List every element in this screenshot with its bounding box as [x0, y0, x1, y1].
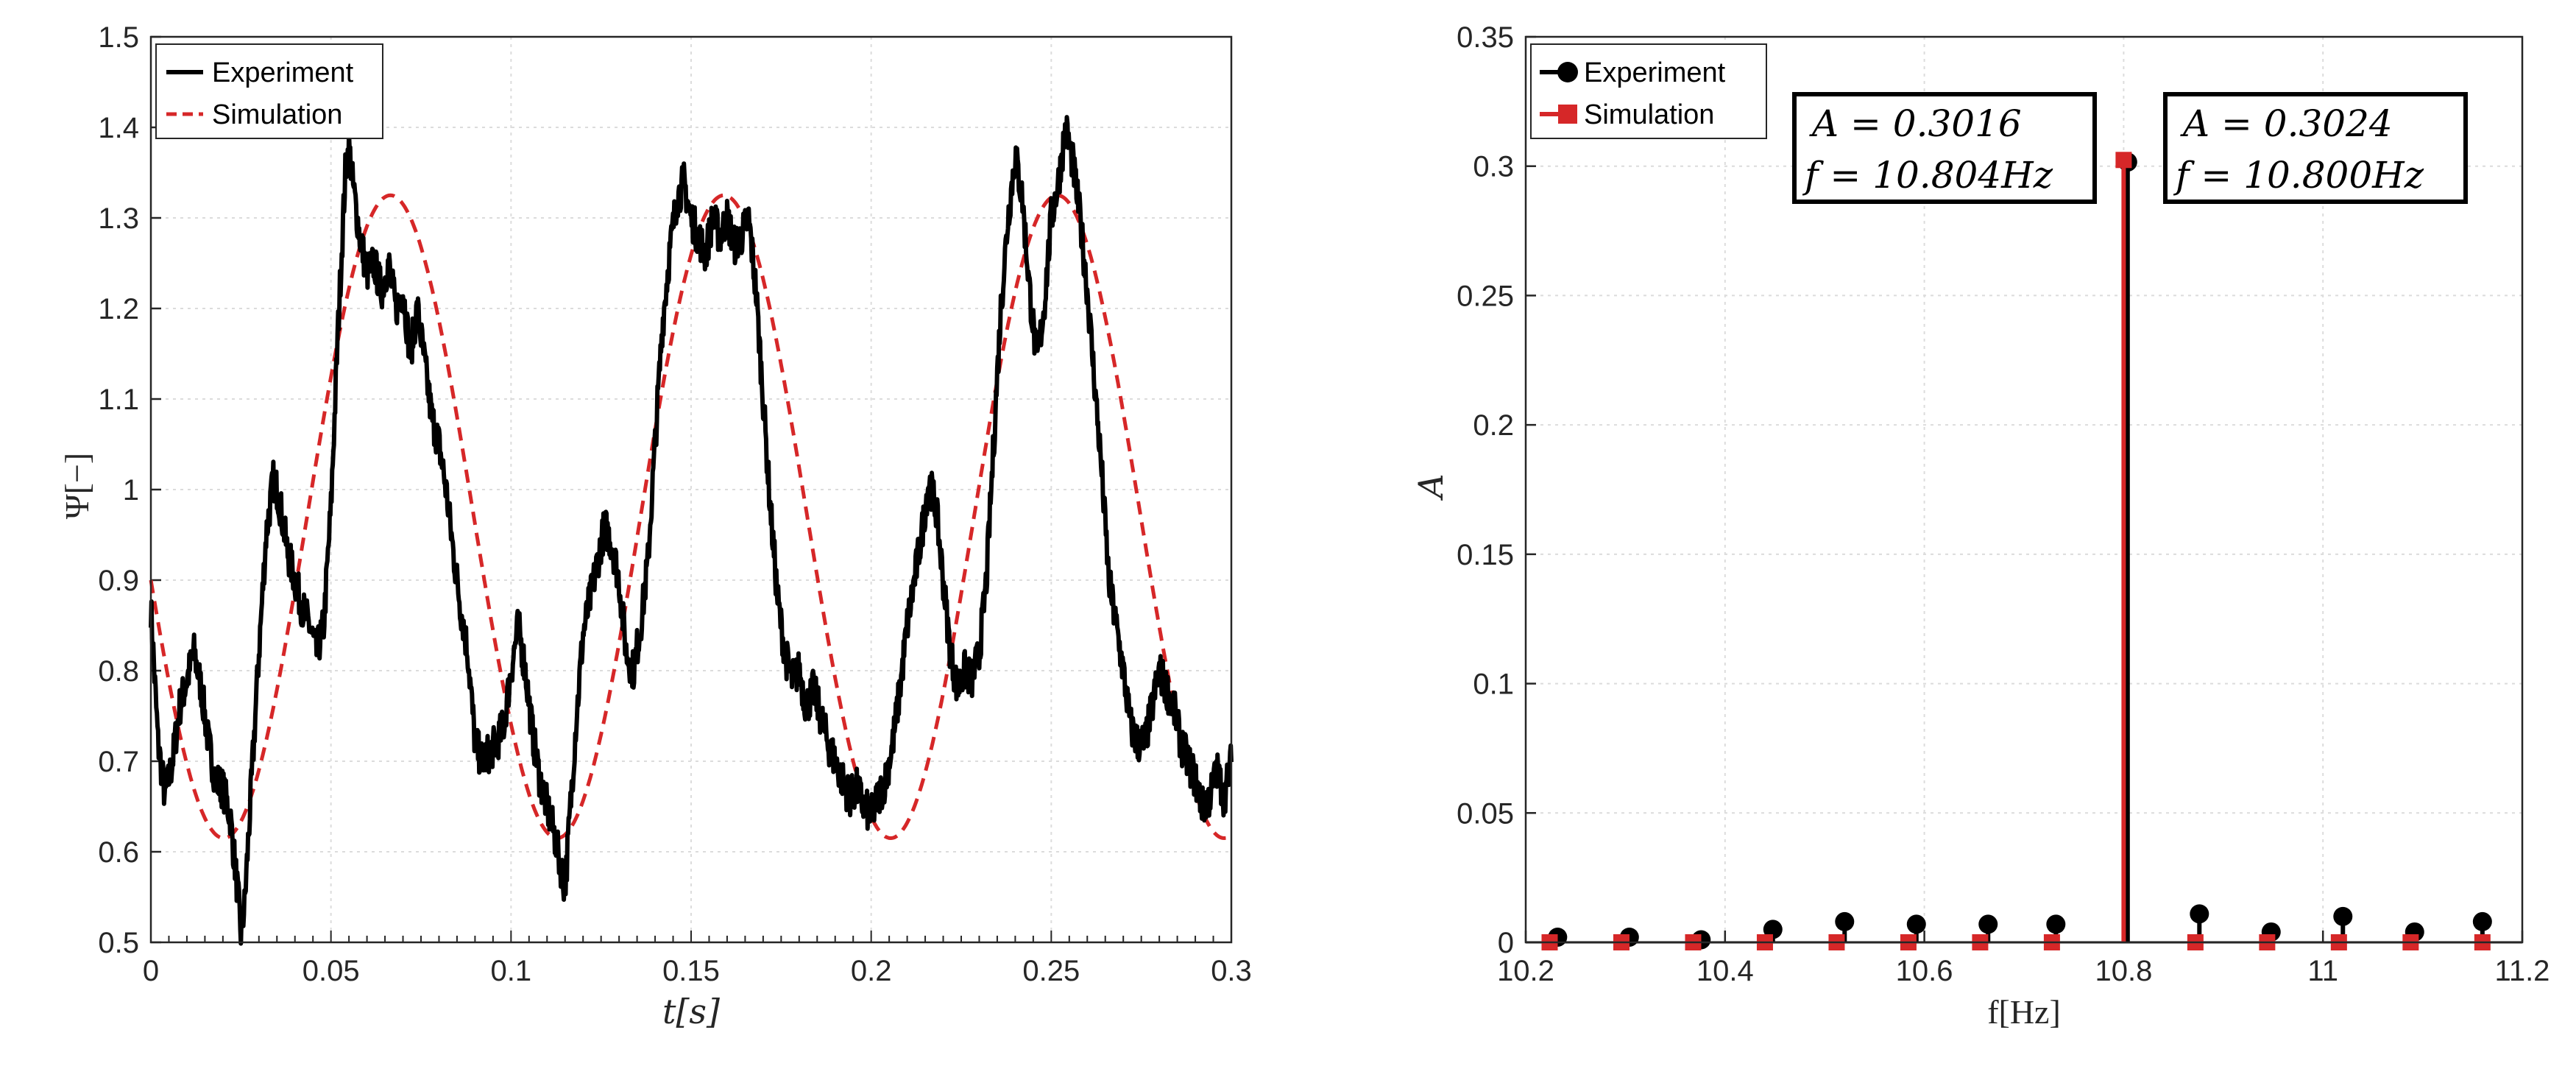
right-x-tick-label: 10.8: [2095, 955, 2152, 987]
stem-marker-experiment: [1763, 920, 1783, 939]
legend-label-experiment-right: Experiment: [1584, 57, 1726, 88]
annotation-experiment-amplitude: A = 0.3016: [1809, 102, 2022, 145]
right-y-tick-label: 0.05: [1457, 797, 1514, 830]
stem-marker-experiment: [1978, 914, 1998, 934]
right-y-axis-label: A: [1411, 473, 1451, 501]
left-chart: 0.5 0.6 0.7 0.8 0.9 1 1.1 1.2 1.3 1.4 1.5 0 0.05 0.1…: [58, 21, 1252, 1031]
right-y-ticks: 0 0.05 0.1 0.15 0.2 0.25 0.3 0.35: [1457, 21, 1536, 959]
legend-label-experiment: Experiment: [212, 57, 354, 88]
left-legend-box: [155, 43, 383, 139]
annotation-simulation-frequency: f = 10.800Hz: [2173, 154, 2424, 197]
right-x-axis-label: f[Hz]: [1987, 993, 2061, 1031]
left-y-tick-label: 1.5: [98, 21, 139, 54]
left-y-tick-label: 1: [123, 474, 139, 507]
right-y-tick-label: 0.1: [1473, 668, 1514, 701]
stem-marker-experiment: [1906, 914, 1926, 934]
right-y-tick-label: 0: [1498, 927, 1514, 959]
right-stems: [1541, 152, 2492, 950]
legend-label-simulation-right: Simulation: [1584, 99, 1714, 130]
left-legend: Experiment Simulation: [155, 43, 383, 139]
left-y-tick-label: 0.8: [98, 655, 139, 688]
series-line-experiment: [149, 115, 1234, 946]
left-x-tick-label: 0.2: [851, 955, 892, 987]
left-x-tick-label: 0: [143, 955, 159, 987]
right-y-tick-label: 0.15: [1457, 539, 1514, 571]
legend-marker-simulation-right: [1558, 105, 1577, 124]
stem-marker-experiment: [2333, 906, 2353, 926]
right-y-tick-label: 0.3: [1473, 151, 1514, 183]
left-y-ticks: 0.5 0.6 0.7 0.8 0.9 1 1.1 1.2 1.3 1.4 1.5: [98, 21, 161, 959]
stem-marker-experiment: [2190, 904, 2209, 924]
left-x-tick-label: 0.25: [1022, 955, 1080, 987]
left-y-tick-label: 0.6: [98, 836, 139, 869]
right-y-tick-label: 0.35: [1457, 21, 1514, 54]
right-axes-frame: [1524, 35, 2524, 944]
left-y-tick-label: 1.2: [98, 293, 139, 325]
stem-marker-experiment: [1835, 911, 1855, 931]
left-y-tick-label: 1.3: [98, 202, 139, 235]
annotation-box-experiment: [1792, 92, 2097, 204]
legend-label-simulation: Simulation: [212, 99, 342, 130]
annotation-experiment: A = 0.3016 f = 10.804Hz: [1792, 92, 2097, 204]
annotation-experiment-frequency: f = 10.804Hz: [1802, 154, 2053, 197]
right-y-tick-label: 0.25: [1457, 280, 1514, 312]
right-y-tick-label: 0.2: [1473, 409, 1514, 442]
right-x-ticks: 10.2 10.4 10.6 10.8 11 11.2: [1497, 931, 2550, 987]
stem-marker-simulation: [2115, 152, 2132, 169]
annotation-box-simulation: [2163, 92, 2468, 204]
left-y-tick-label: 0.7: [98, 746, 139, 778]
right-x-tick-label: 10.4: [1696, 955, 1754, 987]
left-x-ticks: 0 0.05 0.1 0.15 0.2 0.25 0.3: [143, 931, 1252, 987]
legend-marker-experiment-right: [1557, 62, 1578, 82]
stem-marker-experiment: [2046, 914, 2066, 934]
annotation-simulation-amplitude: A = 0.3024: [2180, 102, 2393, 145]
right-x-tick-label: 11.2: [2495, 955, 2550, 987]
left-y-tick-label: 0.5: [98, 927, 139, 959]
right-x-tick-label: 11: [2307, 955, 2338, 987]
left-x-tick-label: 0.3: [1211, 955, 1252, 987]
stem-marker-experiment: [2472, 911, 2492, 931]
left-x-axis-label: t[s]: [662, 992, 720, 1031]
right-legend: Experiment Simulation: [1530, 43, 1767, 139]
left-y-tick-label: 0.9: [98, 565, 139, 597]
left-axes-frame: [149, 35, 1233, 944]
right-chart: 00.050.10.150.20.250.30.35 10.2 10.4 10.6 1…: [1411, 21, 2550, 1031]
left-y-tick-label: 1.1: [98, 384, 139, 416]
left-y-tick-label: 1.4: [98, 112, 139, 144]
annotation-simulation: A = 0.3024 f = 10.800Hz: [2163, 92, 2468, 204]
left-x-tick-label: 0.1: [491, 955, 532, 987]
left-grid: [150, 36, 1232, 943]
left-y-axis-label: Ψ[−]: [58, 453, 96, 520]
left-x-tick-label: 0.15: [662, 955, 720, 987]
right-x-tick-label: 10.2: [1497, 955, 1554, 987]
left-x-tick-label: 0.05: [302, 955, 360, 987]
right-x-tick-label: 10.6: [1896, 955, 1953, 987]
